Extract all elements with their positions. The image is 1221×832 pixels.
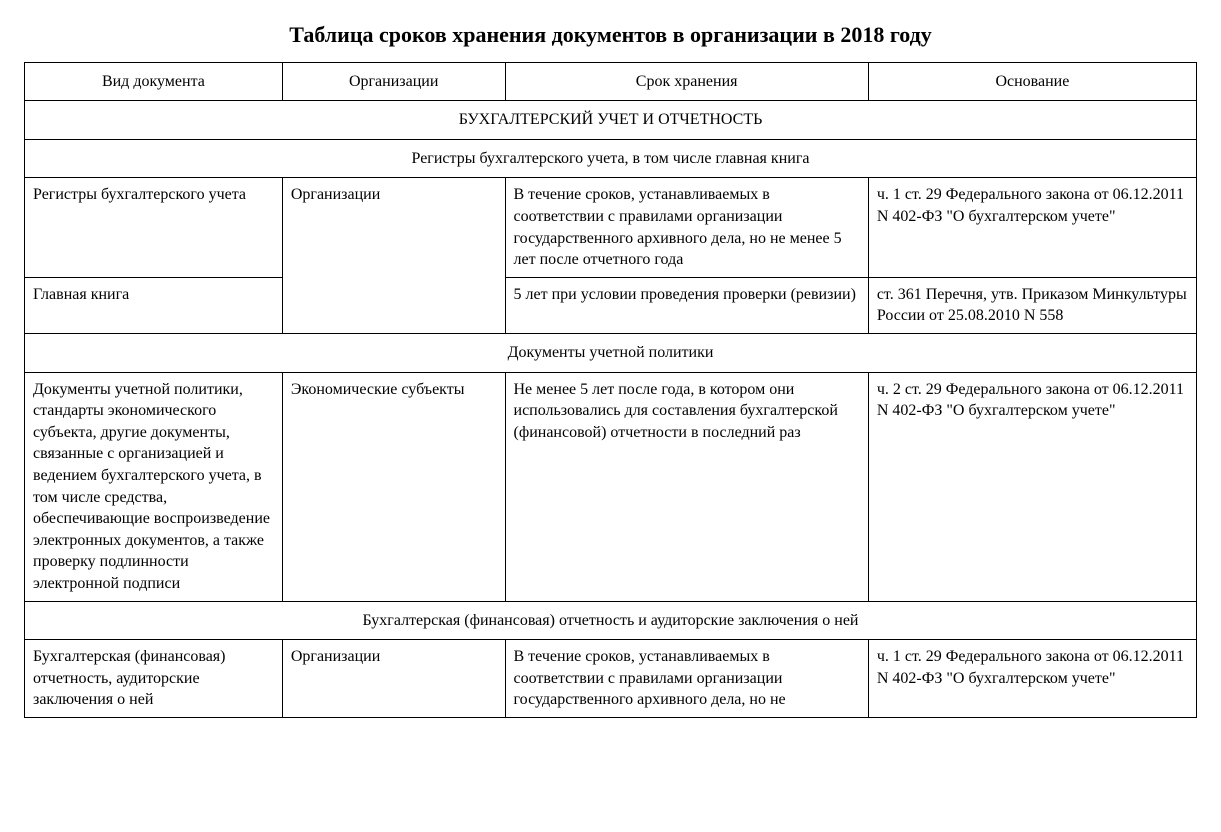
table-row: Бухгалтерская (финансовая) отчетность, а…	[25, 640, 1197, 718]
cell-term: 5 лет при условии проведения проверки (р…	[505, 277, 868, 333]
cell-basis: ч. 1 ст. 29 Федерального закона от 06.12…	[868, 178, 1196, 277]
cell-org: Экономические субъекты	[282, 372, 505, 601]
retention-table: Вид документа Организации Срок хранения …	[24, 62, 1197, 718]
cell-doc: Документы учетной политики, стандарты эк…	[25, 372, 283, 601]
cell-basis: ч. 1 ст. 29 Федерального закона от 06.12…	[868, 640, 1196, 718]
page-title: Таблица сроков хранения документов в орг…	[24, 20, 1197, 50]
cell-org: Организации	[282, 178, 505, 334]
subsection-row: Регистры бухгалтерского учета, в том чис…	[25, 139, 1197, 178]
subsection-row: Документы учетной политики	[25, 334, 1197, 373]
subsection-header: Документы учетной политики	[25, 334, 1197, 373]
cell-doc: Регистры бухгалтерского учета	[25, 178, 283, 277]
section-header: БУХГАЛТЕРСКИЙ УЧЕТ И ОТЧЕТНОСТЬ	[25, 101, 1197, 140]
cell-term: В течение сроков, устанавливаемых в соот…	[505, 640, 868, 718]
subsection-header: Регистры бухгалтерского учета, в том чис…	[25, 139, 1197, 178]
col-header-doc: Вид документа	[25, 62, 283, 101]
table-row: Регистры бухгалтерского учета Организаци…	[25, 178, 1197, 277]
cell-doc: Главная книга	[25, 277, 283, 333]
col-header-term: Срок хранения	[505, 62, 868, 101]
cell-term: Не менее 5 лет после года, в котором они…	[505, 372, 868, 601]
subsection-row: Бухгалтерская (финансовая) отчетность и …	[25, 601, 1197, 640]
table-row: Главная книга 5 лет при условии проведен…	[25, 277, 1197, 333]
cell-basis: ст. 361 Перечня, утв. Приказом Минкульту…	[868, 277, 1196, 333]
table-row: Документы учетной политики, стандарты эк…	[25, 372, 1197, 601]
cell-basis: ч. 2 ст. 29 Федерального закона от 06.12…	[868, 372, 1196, 601]
cell-org: Организации	[282, 640, 505, 718]
subsection-header: Бухгалтерская (финансовая) отчетность и …	[25, 601, 1197, 640]
col-header-basis: Основание	[868, 62, 1196, 101]
cell-doc: Бухгалтерская (финансовая) отчетность, а…	[25, 640, 283, 718]
cell-term: В течение сроков, устанавливаемых в соот…	[505, 178, 868, 277]
col-header-org: Организации	[282, 62, 505, 101]
table-header-row: Вид документа Организации Срок хранения …	[25, 62, 1197, 101]
section-row: БУХГАЛТЕРСКИЙ УЧЕТ И ОТЧЕТНОСТЬ	[25, 101, 1197, 140]
